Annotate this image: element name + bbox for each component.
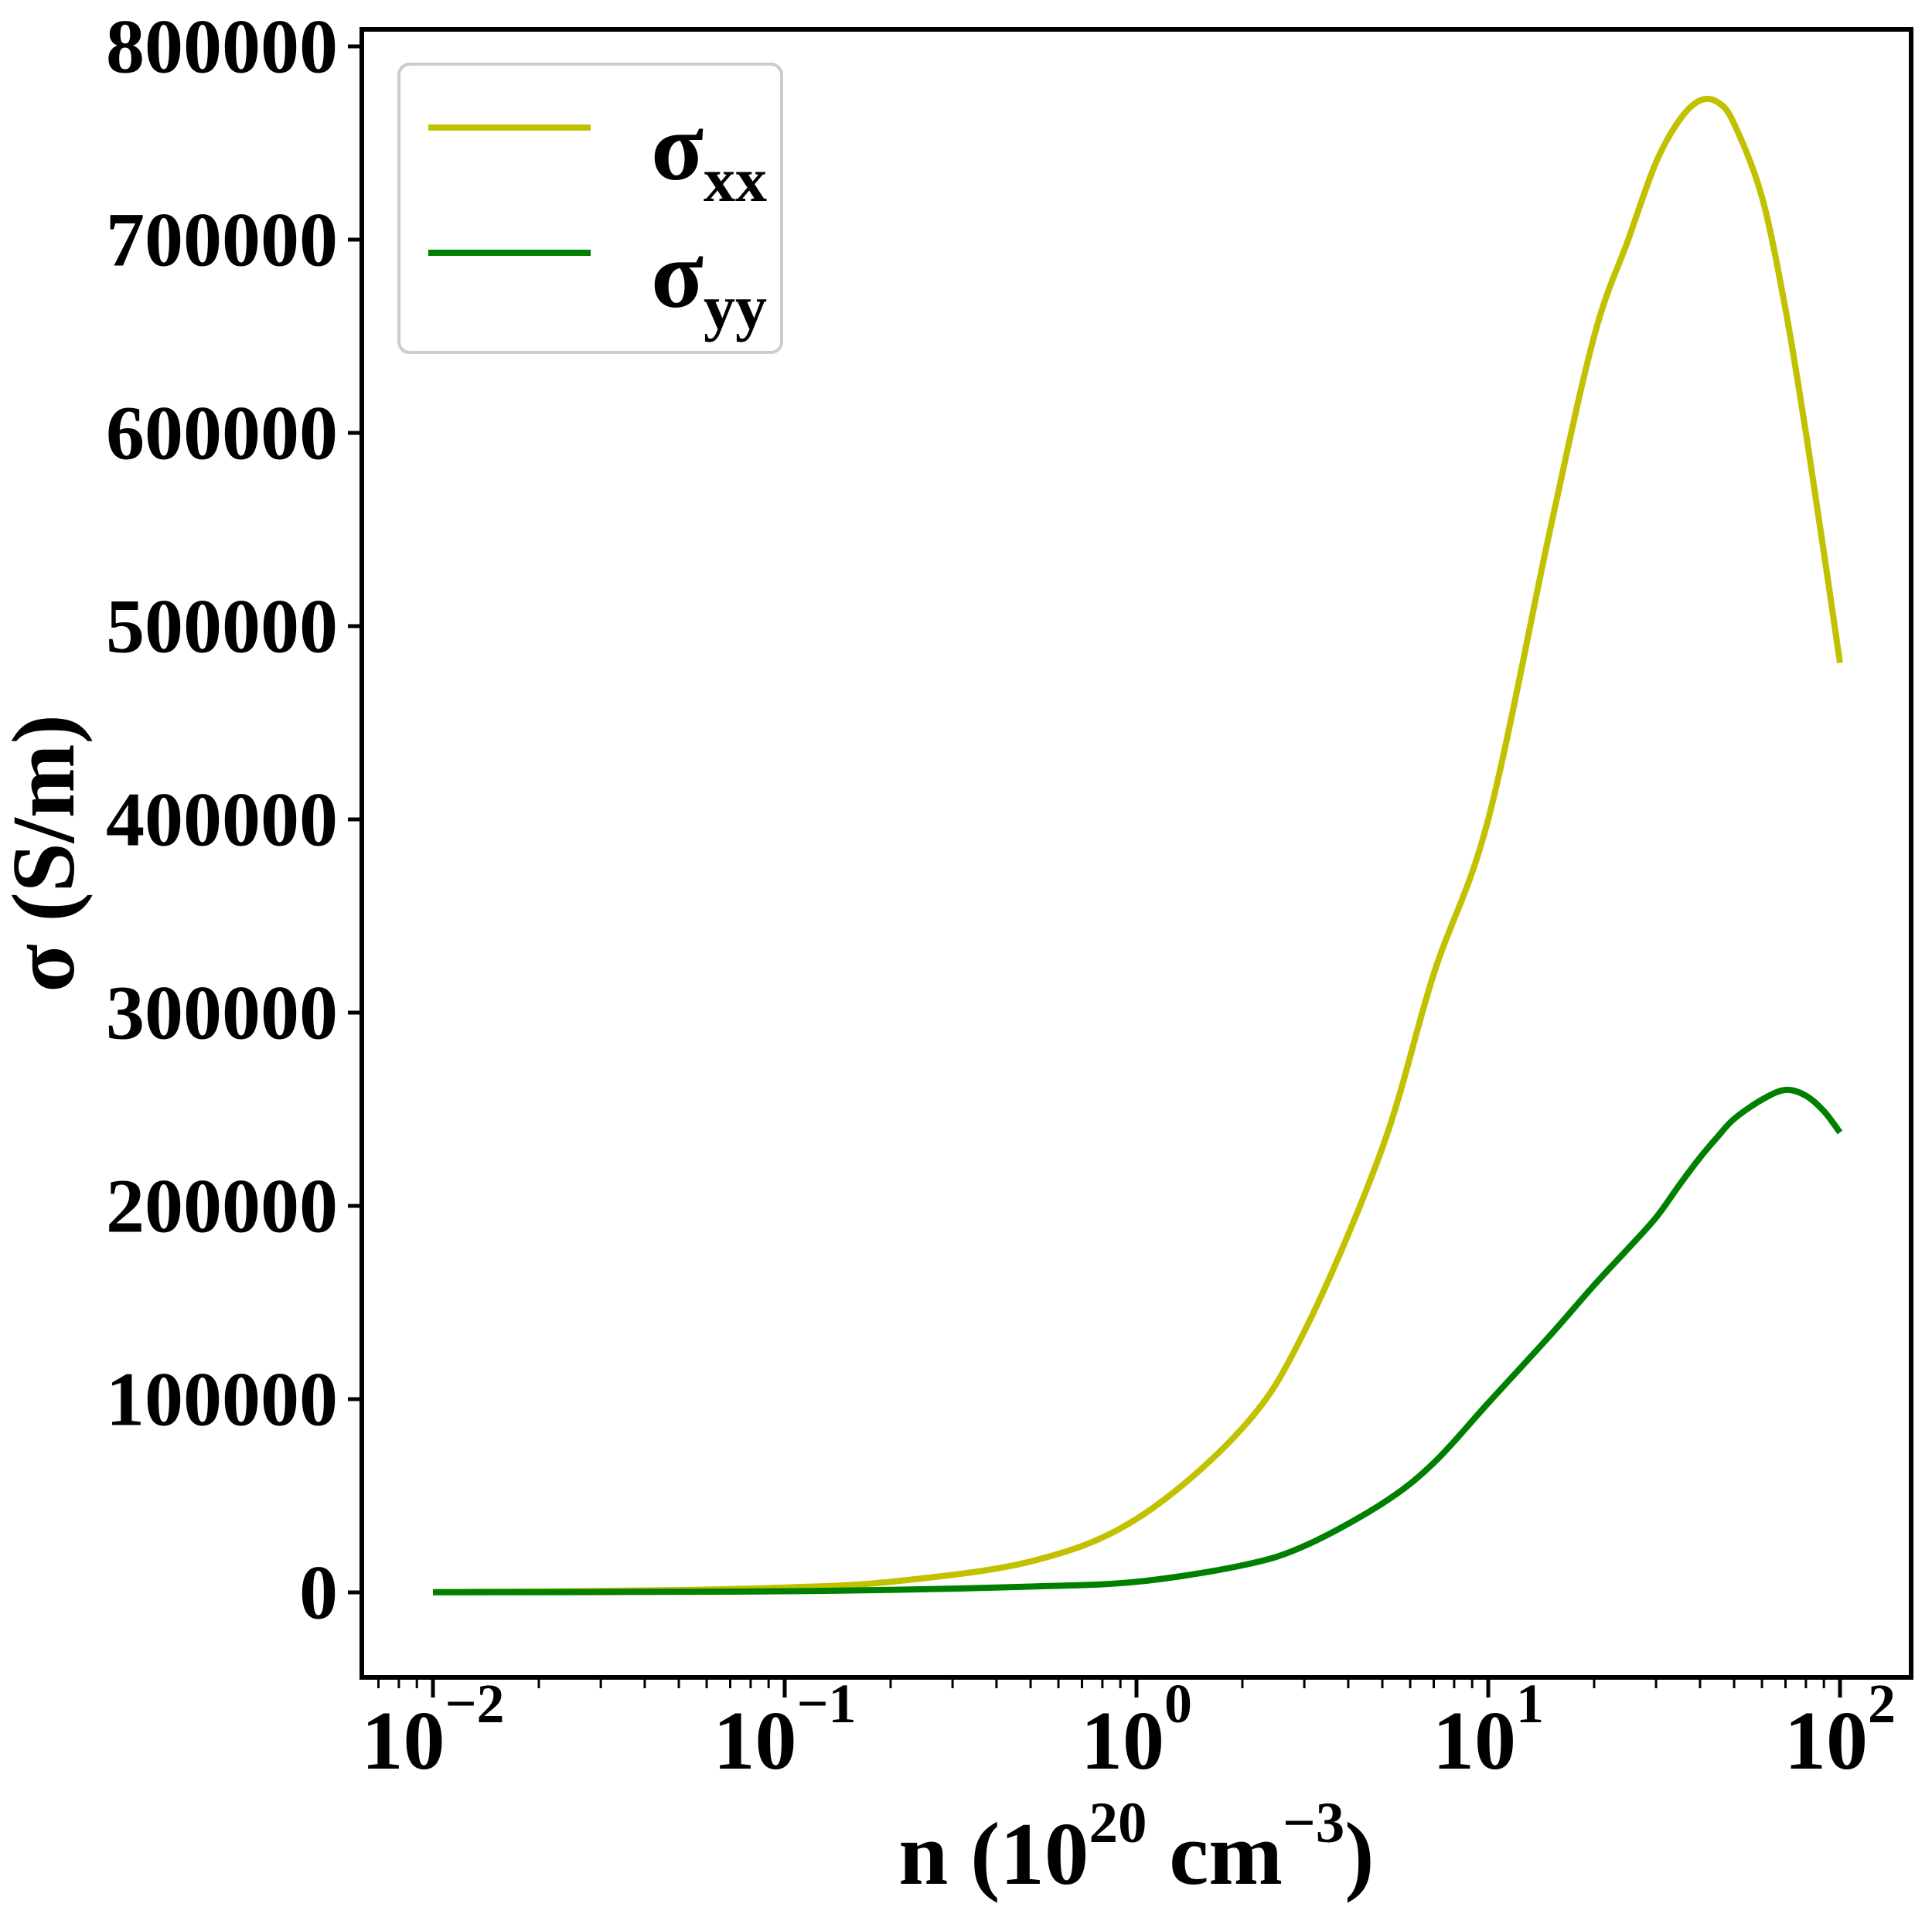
y-tick-labels: 0 100000 200000 300000 400000 500000 600000 700… <box>106 4 338 1636</box>
x-tick-labels: 10−2 10−1 100 101 102 <box>361 1673 1896 1787</box>
legend: σxx σyy <box>397 63 783 354</box>
x-tick-label: 101 <box>1433 1673 1544 1787</box>
x-axis-label: n (1020 cm−3) <box>898 1791 1374 1903</box>
x-tick-label: 102 <box>1784 1673 1896 1787</box>
y-tick-label: 700000 <box>106 197 338 283</box>
y-axis-label: σ (S/m) <box>0 714 93 993</box>
legend-box <box>397 63 783 354</box>
y-tick-label: 200000 <box>106 1163 338 1249</box>
x-tick-label: 100 <box>1081 1673 1192 1787</box>
y-tick-label: 600000 <box>106 390 338 476</box>
y-tick-label: 400000 <box>106 777 338 863</box>
x-minor-ticks <box>377 1677 1825 1688</box>
data-curves <box>432 95 1843 1595</box>
x-tick-label: 10−2 <box>361 1673 504 1787</box>
x-tick-label: 10−1 <box>713 1673 856 1787</box>
y-tick-label: 0 <box>299 1550 338 1636</box>
y-tick-label: 300000 <box>106 970 338 1056</box>
y-tick-label: 800000 <box>106 4 338 90</box>
y-major-ticks <box>348 44 362 1595</box>
y-tick-label: 100000 <box>106 1357 338 1442</box>
curve-sigma_xx <box>432 95 1843 1595</box>
x-major-ticks <box>431 1677 1842 1698</box>
legend-label-sigma-xx: σxx <box>651 94 767 215</box>
curve-sigma_yy <box>432 1086 1843 1595</box>
y-tick-label: 500000 <box>106 584 338 669</box>
legend-label-sigma-yy: σyy <box>651 222 767 342</box>
